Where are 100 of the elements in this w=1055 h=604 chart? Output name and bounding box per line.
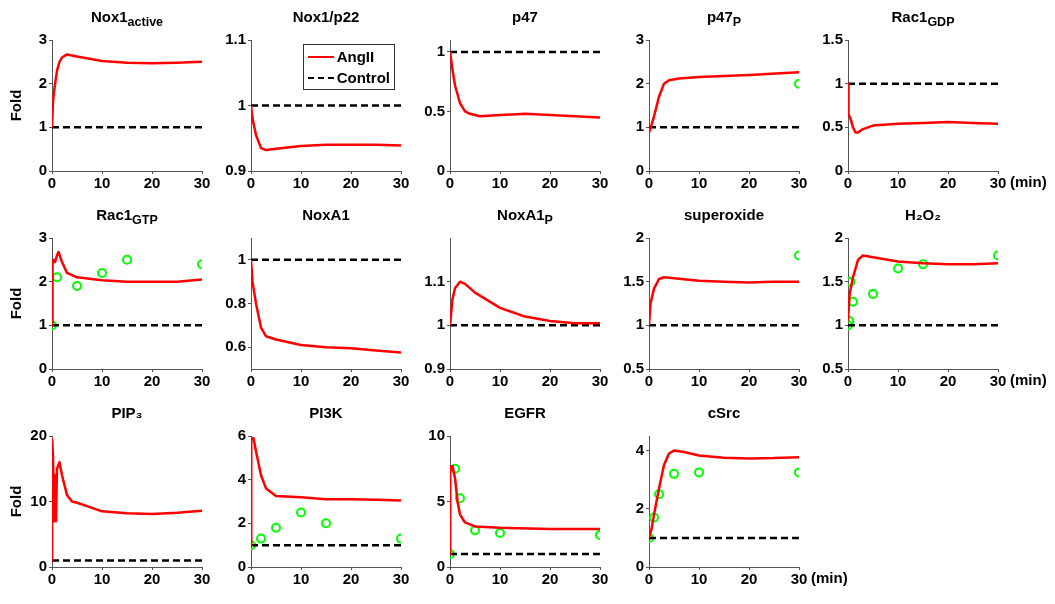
x-tick-label: 20 [541,570,559,588]
point [97,267,107,278]
point [918,259,928,270]
x-tick-label: 30 [989,372,1007,390]
point [669,468,679,479]
y-tick-label: 2 [635,228,644,246]
y-tick-label: 0 [834,161,843,179]
x-tick-label: 30 [989,174,1007,192]
y-tick-label: 3 [38,228,47,246]
y-tick-label: 0 [635,557,644,575]
y-tick-label: 6 [237,426,246,444]
y-tick-label: 1 [436,315,445,333]
y-axis-title: Fold [7,485,25,518]
x-tick-label: 20 [143,570,161,588]
x-tick-label: 20 [740,570,758,588]
y-tick-label: 1 [237,249,246,267]
point [495,527,505,538]
x-tick-label: 20 [342,372,360,390]
x-tick-label: 30 [790,372,808,390]
y-tick-label: 1 [38,117,47,135]
chart-title: NoxA1$_{P}$ [496,206,554,227]
y-tick-label: 0.5 [822,359,843,377]
x-tick-label: 30 [591,372,609,390]
x-tick-label: 10 [292,174,310,192]
y-tick-label: 1 [635,117,644,135]
x-tick-label: 30 [591,570,609,588]
x-tick-label: 10 [93,174,111,192]
x-tick-label: 10 [889,174,907,192]
x-axis-title: (min) [1010,173,1047,190]
y-tick-label: 0 [436,557,445,575]
chart-title: p47 [511,8,539,25]
x-tick-label: 10 [690,174,708,192]
y-tick-label: 10 [30,491,47,509]
chart-title: Nox1/p22 [291,8,361,25]
y-tick-label: 1.5 [822,271,843,289]
y-tick-label: 1.1 [225,30,246,48]
x-tick-label: 20 [143,174,161,192]
y-tick-label: 2 [38,73,47,91]
x-tick-label: 10 [690,570,708,588]
y-tick-label: 0.5 [623,359,644,377]
y-tick-label: 3 [635,30,644,48]
chart-title: EGFR [503,404,547,421]
y-tick-label: 4 [635,440,645,458]
y-axis-title: Fold [7,287,25,320]
y-tick-label: 0.8 [225,293,246,311]
point [654,489,664,500]
y-tick-label: 0.6 [225,337,246,355]
point [450,463,460,474]
x-tick-label: 10 [889,372,907,390]
x-tick-label: 10 [292,570,310,588]
y-tick-label: 1 [237,95,246,113]
y-tick-label: 1.5 [623,271,644,289]
y-axis-title: Fold [7,89,25,122]
chart-title: superoxide [683,206,765,223]
y-tick-label: 5 [436,491,445,509]
y-tick-label: 0 [38,557,47,575]
y-tick-label: 10 [428,426,445,444]
chart-title: PI3K [308,404,344,421]
y-tick-label: 2 [38,271,47,289]
chart-title: H₂O₂ [904,206,942,223]
x-tick-label: 20 [740,372,758,390]
y-tick-label: 1 [436,42,445,60]
y-tick-label: 20 [30,426,47,444]
x-tick-label: 20 [541,372,559,390]
x-tick-label: 30 [193,570,211,588]
y-tick-label: 0 [237,557,246,575]
y-tick-label: 4 [237,469,247,487]
y-tick-label: 1.5 [822,30,843,48]
chart-title: Rac1$_{GDP}$ [890,8,956,29]
y-tick-label: 0.9 [424,359,445,377]
x-tick-label: 10 [491,570,509,588]
y-tick-label: 0.5 [424,101,445,119]
x-tick-label: 20 [939,372,957,390]
chart-title: p47$_{P}$ [705,8,743,29]
x-tick-label: 10 [93,570,111,588]
y-tick-label: 0.9 [225,161,246,179]
point [321,518,331,529]
x-tick-label: 30 [392,174,410,192]
x-tick-label: 10 [93,372,111,390]
point [455,493,465,504]
y-tick-label: 0.5 [822,117,843,135]
y-tick-label: 2 [834,228,843,246]
x-tick-label: 20 [740,174,758,192]
x-tick-label: 10 [491,174,509,192]
point [470,525,480,536]
x-tick-label: 10 [292,372,310,390]
point [649,512,659,523]
x-tick-label: 20 [939,174,957,192]
y-tick-label: 3 [38,30,47,48]
chart-title: cSrc [706,404,742,421]
y-tick-label: 2 [635,498,644,516]
x-tick-label: 30 [790,174,808,192]
x-tick-label: 10 [491,372,509,390]
point [72,281,82,292]
y-tick-label: 1 [635,315,644,333]
x-tick-label: 30 [392,570,410,588]
point [848,276,856,287]
point [52,272,62,283]
x-axis-title: (min) [1010,371,1047,388]
legend-label: AngII [336,48,375,65]
